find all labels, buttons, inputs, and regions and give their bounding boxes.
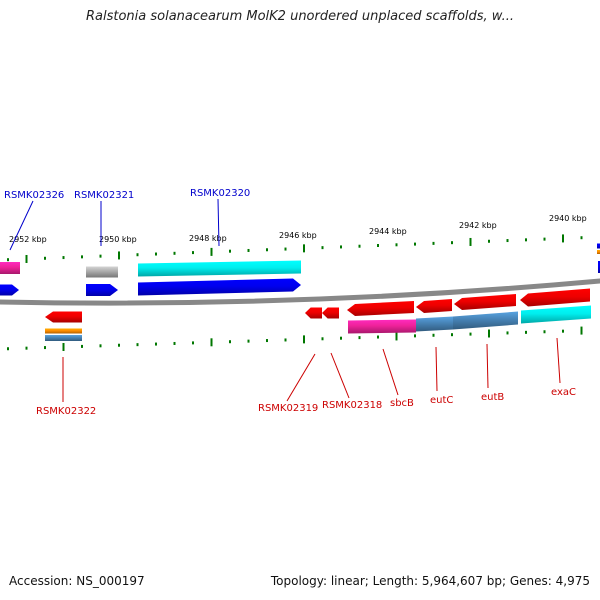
gene-block-cyan[interactable]: [138, 260, 301, 277]
gene-arrow-blue[interactable]: [0, 284, 19, 296]
gene-block-magenta[interactable]: [348, 319, 416, 334]
scale-label: 2950 kbp: [99, 235, 137, 244]
gene-label[interactable]: RSMK02326: [4, 190, 64, 201]
scale-labels: 2952 kbp 2950 kbp 2948 kbp 2946 kbp 2944 kbp…: [9, 214, 587, 244]
gene-label[interactable]: RSMK02318: [322, 400, 382, 411]
gene-label[interactable]: exaC: [551, 387, 576, 398]
gene-arrow-red[interactable]: [416, 299, 452, 313]
gene-block-steel[interactable]: [45, 335, 82, 341]
gene-block-steel[interactable]: [416, 316, 453, 332]
scale-label: 2944 kbp: [369, 227, 407, 236]
gene-labels[interactable]: RSMK02326 RSMK02321 RSMK02320 RSMK02322 RSMK…: [4, 188, 576, 417]
chromosome-backbone: [0, 278, 600, 306]
label-leader-line: [556, 337, 561, 384]
gene-block-orange[interactable]: [597, 250, 600, 254]
bottom-tick-track: [7, 326, 583, 351]
label-leader-line: [435, 346, 438, 392]
gene-block-grey[interactable]: [86, 266, 118, 278]
gene-arrow-red[interactable]: [305, 307, 322, 319]
gene-arrow-blue[interactable]: [138, 278, 301, 296]
gene-block-steel[interactable]: [453, 311, 518, 330]
accession-text: Accession: NS_000197: [9, 574, 145, 588]
label-leader-line: [217, 198, 220, 247]
label-leader-line: [286, 353, 316, 402]
gene-arrow-red[interactable]: [45, 311, 82, 323]
gene-block-orange[interactable]: [45, 328, 82, 334]
gene-features[interactable]: [0, 243, 600, 342]
gene-label[interactable]: sbcB: [390, 398, 414, 409]
label-leader-line: [330, 352, 350, 399]
label-leader-line: [486, 343, 489, 389]
label-leader-line: [382, 348, 399, 396]
gene-arrow-blue[interactable]: [86, 284, 118, 296]
gene-label[interactable]: RSMK02320: [190, 188, 250, 199]
label-leader-line: [9, 200, 34, 251]
gene-label[interactable]: RSMK02321: [74, 190, 134, 201]
gene-block-cyan[interactable]: [521, 305, 591, 324]
gene-arrow-red[interactable]: [454, 294, 516, 310]
genome-stats-text: Topology: linear; Length: 5,964,607 bp; …: [270, 574, 590, 588]
gene-block-magenta[interactable]: [0, 262, 20, 274]
scale-label: 2948 kbp: [189, 234, 227, 243]
map-title: Ralstonia solanacearum MolK2 unordered u…: [85, 9, 514, 24]
gene-label-leaders: [9, 198, 561, 402]
top-tick-track: [7, 234, 583, 263]
gene-block-blue[interactable]: [597, 243, 600, 249]
gene-label[interactable]: RSMK02319: [258, 403, 318, 414]
scale-label: 2952 kbp: [9, 235, 47, 244]
scale-label: 2942 kbp: [459, 221, 497, 230]
gene-arrow-red[interactable]: [347, 301, 414, 316]
gene-label[interactable]: RSMK02322: [36, 406, 96, 417]
gene-label[interactable]: eutB: [481, 392, 504, 403]
scale-label: 2940 kbp: [549, 214, 587, 223]
gene-arrow-red[interactable]: [520, 288, 590, 307]
gene-label[interactable]: eutC: [430, 395, 453, 406]
gene-arrow-red[interactable]: [322, 307, 339, 319]
scale-label: 2946 kbp: [279, 231, 317, 240]
